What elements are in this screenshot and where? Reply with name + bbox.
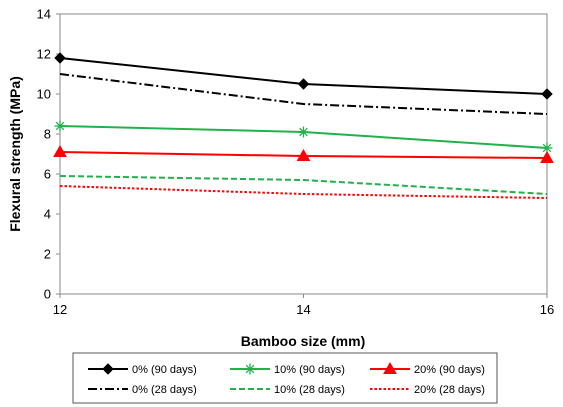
x-tick-label: 16 [540,302,554,317]
series-point-1 [54,120,66,132]
series-point-0 [297,78,310,90]
y-axis-ticks: 0 2 4 6 8 10 12 14 [37,7,60,302]
legend-frame [72,352,498,404]
series-point-1 [298,126,309,138]
y-tick-label: 14 [37,7,51,22]
series-point-2 [540,150,554,163]
x-axis-ticks: 12 14 16 [53,294,554,317]
legend-label-3: 0% (28 days) [132,384,197,396]
legend-label-1: 10% (90 days) [274,364,345,376]
legend-label-0: 0% (90 days) [132,364,197,376]
series-point-0 [54,52,66,64]
series-line-4 [59,175,548,195]
y-tick-label: 12 [37,47,51,62]
series-point-2 [296,148,311,161]
legend-label-5: 20% (28 days) [414,384,485,396]
legend: 0% (90 days) 10% (90 days) 20% (90 days) 0%… [72,352,498,404]
legend-marker-1 [244,363,256,375]
y-tick-label: 2 [44,247,51,262]
y-tick-label: 10 [37,87,51,102]
x-tick-label: 14 [296,302,310,317]
series-line-5 [59,185,548,199]
legend-marker-0 [102,363,114,375]
legend-label-4: 10% (28 days) [274,384,345,396]
series-line-3 [59,73,548,115]
legend-marker-2 [383,361,397,374]
y-tick-label: 8 [44,127,51,142]
x-tick-label: 12 [53,302,67,317]
series-layer [53,52,554,199]
y-axis-title: Flexural strength (MPa) [7,76,23,232]
series-point-2 [53,144,67,157]
plot-area: 0 2 4 6 8 10 12 14 12 14 16 [37,7,555,318]
series-point-0 [541,88,553,100]
y-tick-label: 0 [44,287,51,302]
y-tick-label: 4 [44,207,51,222]
x-axis-title: Bamboo size (mm) [241,333,365,349]
y-tick-label: 6 [44,167,51,182]
legend-label-2: 20% (90 days) [414,364,485,376]
